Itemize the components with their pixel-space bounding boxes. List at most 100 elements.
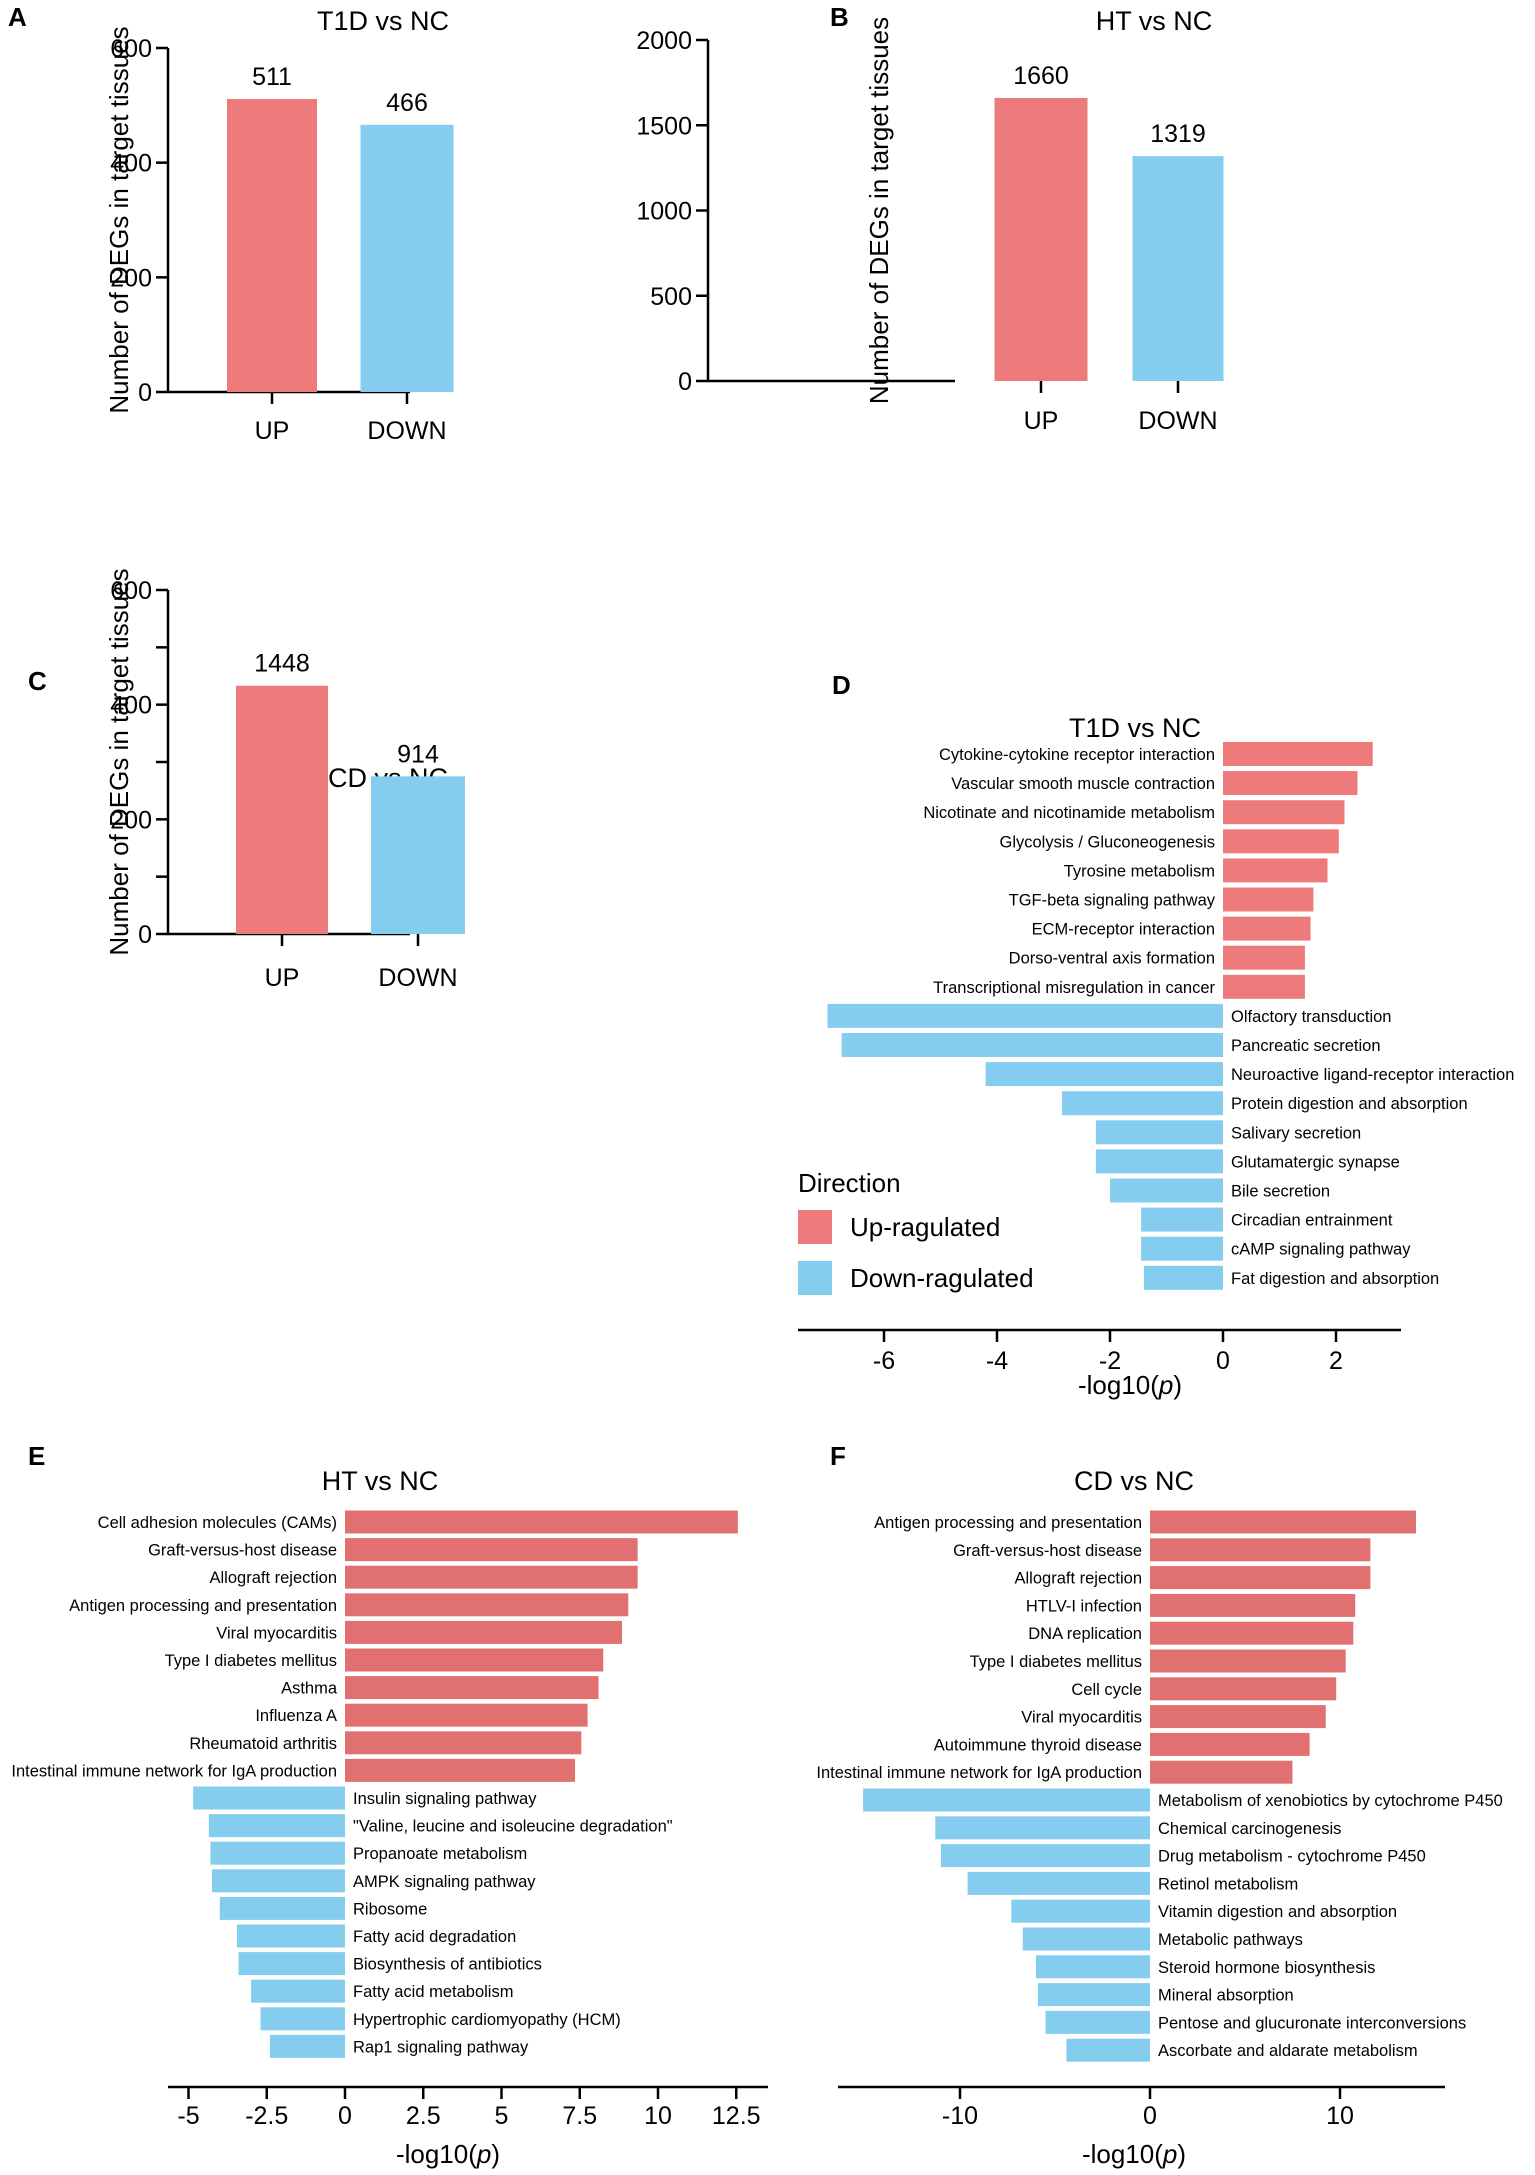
term-bar-down — [1141, 1236, 1223, 1261]
term-bar-down — [1037, 1983, 1150, 2007]
y-tick-label: 1500 — [636, 112, 692, 140]
term-bar-down — [985, 1062, 1223, 1087]
term-label: Dorso-ventral axis formation — [1009, 950, 1215, 968]
term-label: Graft-versus-host disease — [148, 1542, 337, 1560]
term-label: Type I diabetes mellitus — [165, 1652, 337, 1670]
term-bar-down — [827, 1003, 1223, 1028]
x-tick-label: -10 — [942, 2102, 978, 2130]
x-tick-label: 10 — [1326, 2102, 1354, 2130]
x-axis-label-part: ) — [1173, 1370, 1182, 1400]
x-axis-label-var: p — [1158, 1370, 1173, 1400]
y-tick-label: 400 — [110, 692, 152, 720]
term-bar-up — [1223, 829, 1339, 854]
term-label: Retinol metabolism — [1158, 1875, 1298, 1893]
term-label: Metabolic pathways — [1158, 1931, 1303, 1949]
term-bar-down — [941, 1844, 1150, 1868]
term-bar-down — [1110, 1178, 1223, 1203]
y-axis-label: Number of DEGs in target tissues — [104, 26, 134, 413]
term-label: Ascorbate and aldarate metabolism — [1158, 2042, 1418, 2060]
term-label: Fatty acid metabolism — [353, 1983, 513, 2001]
term-bar-up — [1150, 1593, 1356, 1617]
term-bar-down — [238, 1952, 345, 1976]
legend-item-down: Down-ragulated — [850, 1263, 1034, 1293]
x-axis-label-var: p — [1162, 2139, 1177, 2169]
x-tick-label: -5 — [177, 2102, 199, 2130]
x-tick-label: 7.5 — [562, 2102, 597, 2130]
term-label: Insulin signaling pathway — [353, 1790, 537, 1808]
term-bar-down — [251, 1979, 345, 2003]
bar-value-label: 466 — [386, 89, 428, 117]
legend-title: Direction — [798, 1168, 901, 1198]
x-tick-label: -4 — [986, 1347, 1008, 1375]
term-label: Fatty acid degradation — [353, 1928, 516, 1946]
term-label: Propanoate metabolism — [353, 1845, 527, 1863]
term-bar-down — [1022, 1927, 1150, 1951]
x-tick-label: 5 — [495, 2102, 509, 2130]
term-label: Pancreatic secretion — [1231, 1037, 1381, 1055]
term-label: Metabolism of xenobiotics by cytochrome … — [1158, 1792, 1503, 1810]
x-category-label: UP — [265, 964, 300, 992]
term-label: Bile secretion — [1231, 1183, 1330, 1201]
y-axis-label: Number of DEGs in target tissues — [104, 568, 134, 955]
x-tick-label: 2.5 — [406, 2102, 441, 2130]
panel-letter-a: A — [8, 2, 27, 32]
term-bar-down — [1095, 1120, 1223, 1145]
bar-value-label: 1319 — [1150, 120, 1206, 148]
y-tick-label: 400 — [110, 150, 152, 178]
term-bar-up — [1223, 742, 1373, 766]
term-label: Neuroactive ligand-receptor interaction — [1231, 1066, 1514, 1084]
bar-value-label: 1660 — [1013, 62, 1069, 90]
term-bar-down — [269, 2034, 345, 2058]
x-axis-label: -log10(p) — [1078, 1370, 1182, 1400]
term-bar-up — [1223, 771, 1358, 796]
term-bar-up — [1223, 945, 1305, 970]
x-tick-label: 12.5 — [712, 2102, 761, 2130]
term-bar-down — [1036, 1955, 1150, 1979]
term-label: Ribosome — [353, 1900, 427, 1918]
y-tick-label: 0 — [138, 921, 152, 949]
term-bar-down — [1143, 1265, 1223, 1290]
legend-item-up: Up-ragulated — [850, 1212, 1000, 1242]
term-label: Cell cycle — [1071, 1681, 1142, 1699]
term-bar-up — [1150, 1538, 1371, 1562]
term-label: Graft-versus-host disease — [953, 1542, 1142, 1560]
chart-title: T1D vs NC — [1069, 713, 1201, 743]
panel-b-chart: HT vs NC 0 500 1000 1500 2000 Number of DEGs i… — [636, 6, 1224, 435]
bar-down — [371, 776, 465, 934]
term-label: Vitamin digestion and absorption — [1158, 1903, 1397, 1921]
term-bar-up — [1223, 800, 1345, 825]
term-label: Intestinal immune network for IgA produc… — [11, 1762, 337, 1780]
y-axis-label: Number of DEGs in target tissues — [864, 17, 894, 404]
term-label: Steroid hormone biosynthesis — [1158, 1959, 1375, 1977]
term-bar-up — [1223, 974, 1305, 999]
x-category-label: UP — [1024, 407, 1059, 435]
term-bar-up — [345, 1703, 588, 1727]
bar-down — [1132, 156, 1224, 381]
chart-title: CD vs NC — [1074, 1466, 1194, 1496]
term-label: Salivary secretion — [1231, 1124, 1361, 1142]
bar-down — [360, 124, 454, 393]
term-label: Biosynthesis of antibiotics — [353, 1956, 542, 1974]
x-category-label: DOWN — [367, 417, 446, 445]
term-bar-down — [967, 1871, 1150, 1895]
y-tick-label: 200 — [110, 806, 152, 834]
term-label: Intestinal immune network for IgA produc… — [816, 1764, 1142, 1782]
term-bar-down — [1141, 1207, 1223, 1232]
term-bar-up — [1223, 887, 1314, 912]
term-label: cAMP signaling pathway — [1231, 1241, 1411, 1259]
term-bar-down — [1045, 2010, 1150, 2034]
term-bar-up — [1150, 1510, 1416, 1534]
x-axis-label-part: ) — [491, 2139, 500, 2169]
term-label: Rap1 signaling pathway — [353, 2038, 529, 2056]
bar-up — [227, 99, 317, 392]
panel-letter-d: D — [832, 670, 851, 700]
y-tick-label: 600 — [110, 577, 152, 605]
x-tick-label: 2 — [1329, 1347, 1343, 1375]
x-axis-label-part: ) — [1177, 2139, 1186, 2169]
term-bar-down — [219, 1896, 345, 1920]
term-bar-up — [1223, 858, 1328, 883]
term-label: TGF-beta signaling pathway — [1009, 892, 1216, 910]
y-tick-label: 200 — [110, 264, 152, 292]
term-label: Transcriptional misregulation in cancer — [933, 979, 1215, 997]
